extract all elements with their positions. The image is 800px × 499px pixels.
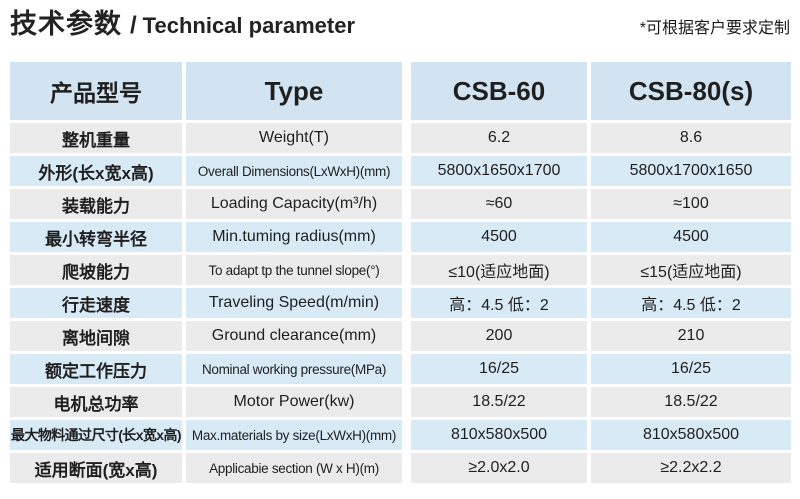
param-name-cn: 整机重量 [10, 123, 182, 153]
table-row: 装载能力 Loading Capacity(m³/h) ≈60 ≈100 [10, 189, 791, 219]
value-csb-80s: ≈100 [591, 189, 791, 219]
top-bar: 技术参数 / Technical parameter *可根据客户要求定制 [10, 9, 790, 40]
param-name-cn: 爬坡能力 [10, 255, 182, 285]
param-name-cn: 行走速度 [10, 288, 182, 318]
table-row: 电机总功率 Motor Power(kw) 18.5/22 18.5/22 [10, 387, 791, 417]
header-type: Type [186, 62, 402, 120]
page-title-en: Technical parameter [142, 13, 356, 38]
table-row: 适用断面(宽x高) Applicabie section (W x H)(m) ≥2… [10, 453, 791, 483]
param-name-en: Loading Capacity(m³/h) [186, 189, 402, 219]
value-csb-80s: 5800x1700x1650 [591, 156, 791, 186]
param-name-en: Weight(T) [186, 123, 402, 153]
table-row: 整机重量 Weight(T) 6.2 8.6 [10, 123, 791, 153]
value-csb-60: 6.2 [411, 123, 587, 153]
param-name-cn: 适用断面(宽x高) [10, 453, 182, 483]
param-name-en: Traveling Speed(m/min) [186, 288, 402, 318]
table-row: 外形(长x宽x高) Overall Dimensions(LxWxH)(mm) 58… [10, 156, 791, 186]
param-name-en: Max.materials by size(LxWxH)(mm) [186, 420, 402, 450]
technical-parameter-table: 产品型号 Type CSB-60 CSB-80(s) 整机重量 Weight(T)… [10, 62, 791, 483]
param-name-en: To adapt tp the tunnel slope(°) [186, 255, 402, 285]
table-row: 最大物料通过尺寸(长x宽x高) Max.materials by size(LxW… [10, 420, 791, 450]
value-csb-80s: ≥2.2x2.2 [591, 453, 791, 483]
param-name-cn: 装载能力 [10, 189, 182, 219]
value-csb-80s: 210 [591, 321, 791, 351]
value-csb-80s: 8.6 [591, 123, 791, 153]
param-name-cn: 外形(长x宽x高) [10, 156, 182, 186]
value-csb-60: ≈60 [411, 189, 587, 219]
value-csb-80s: 18.5/22 [591, 387, 791, 417]
page-title: 技术参数 / Technical parameter [10, 9, 356, 40]
header-model-csb-80s: CSB-80(s) [591, 62, 791, 120]
table-row: 行走速度 Traveling Speed(m/min) 高：4.5 低：2 高：4.5… [10, 288, 791, 318]
page-title-separator: / [130, 12, 137, 39]
param-name-en: Motor Power(kw) [186, 387, 402, 417]
param-name-cn: 额定工作压力 [10, 354, 182, 384]
value-csb-60: 200 [411, 321, 587, 351]
header-model-csb-60: CSB-60 [411, 62, 587, 120]
value-csb-80s: ≤15(适应地面) [591, 255, 791, 285]
value-csb-60: 5800x1650x1700 [411, 156, 587, 186]
table-row: 额定工作压力 Nominal working pressure(MPa) 16/25… [10, 354, 791, 384]
value-csb-60: 高：4.5 低：2 [411, 288, 587, 318]
param-name-en: Nominal working pressure(MPa) [186, 354, 402, 384]
param-name-cn: 电机总功率 [10, 387, 182, 417]
value-csb-80s: 810x580x500 [591, 420, 791, 450]
value-csb-60: 16/25 [411, 354, 587, 384]
param-name-cn: 最大物料通过尺寸(长x宽x高) [10, 420, 182, 450]
param-name-en: Overall Dimensions(LxWxH)(mm) [186, 156, 402, 186]
page-title-cn: 技术参数 [10, 9, 122, 39]
value-csb-80s: 高：4.5 低：2 [591, 288, 791, 318]
value-csb-80s: 16/25 [591, 354, 791, 384]
param-name-cn: 最小转弯半径 [10, 222, 182, 252]
value-csb-80s: 4500 [591, 222, 791, 252]
value-csb-60: ≥2.0x2.0 [411, 453, 587, 483]
table-row: 最小转弯半径 Min.tuming radius(mm) 4500 4500 [10, 222, 791, 252]
param-name-en: Min.tuming radius(mm) [186, 222, 402, 252]
table-header-row: 产品型号 Type CSB-60 CSB-80(s) [10, 62, 791, 120]
param-name-en: Applicabie section (W x H)(m) [186, 453, 402, 483]
value-csb-60: 810x580x500 [411, 420, 587, 450]
value-csb-60: 18.5/22 [411, 387, 587, 417]
table-body: 整机重量 Weight(T) 6.2 8.6 外形(长x宽x高) Overall Dime… [10, 123, 791, 483]
table-row: 爬坡能力 To adapt tp the tunnel slope(°) ≤10(适… [10, 255, 791, 285]
param-name-cn: 离地间隙 [10, 321, 182, 351]
header-product-model-cn: 产品型号 [10, 62, 182, 120]
value-csb-60: 4500 [411, 222, 587, 252]
customization-note: *可根据客户要求定制 [639, 19, 790, 37]
value-csb-60: ≤10(适应地面) [411, 255, 587, 285]
table-row: 离地间隙 Ground clearance(mm) 200 210 [10, 321, 791, 351]
param-name-en: Ground clearance(mm) [186, 321, 402, 351]
